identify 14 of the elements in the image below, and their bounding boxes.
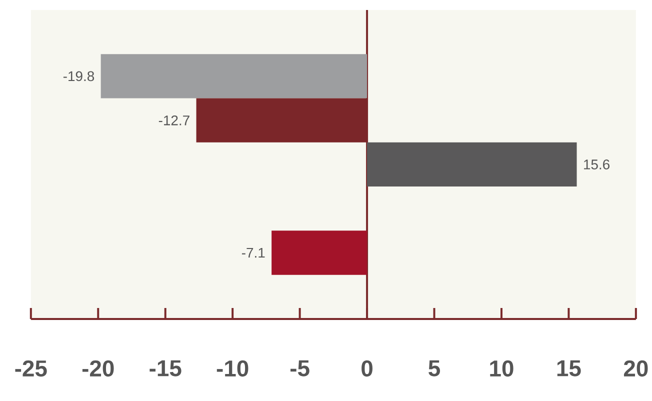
x-tick-label: -20: [82, 360, 114, 377]
x-tick-label: 20: [624, 360, 648, 377]
x-tick-label: 5: [428, 360, 440, 377]
x-tick-label: -10: [216, 360, 248, 377]
data-label: -7.1: [242, 248, 265, 258]
x-tick-label: -25: [15, 360, 47, 377]
x-tick-label: 0: [362, 360, 372, 377]
data-label: -12.7: [158, 116, 190, 126]
x-tick-label: -15: [150, 360, 182, 377]
x-tick-label: 15: [557, 360, 581, 377]
data-label: 15.6: [584, 160, 610, 170]
data-label: -19.8: [63, 71, 94, 82]
x-tick-label: -5: [290, 360, 310, 377]
x-tick-label: 10: [490, 360, 514, 377]
